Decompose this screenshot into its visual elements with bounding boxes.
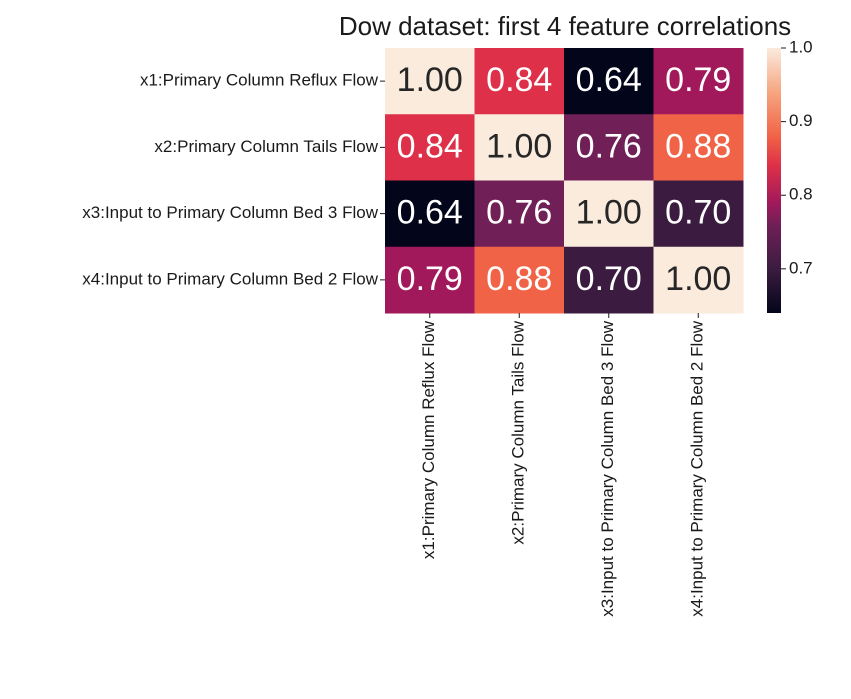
colorbar-tick-label: 1.0 [789, 37, 813, 56]
cell-label: 0.76 [576, 127, 642, 165]
x-tick-label: x4:Input to Primary Column Bed 2 Flow [688, 320, 707, 616]
colorbar-tick-label: 0.7 [789, 258, 813, 277]
cell-label: 0.84 [397, 127, 463, 165]
y-tick-label: x1:Primary Column Reflux Flow [140, 71, 379, 90]
x-tick-label: x2:Primary Column Tails Flow [509, 320, 528, 544]
heatmap-cell [474, 180, 565, 248]
cell-label: 0.88 [665, 127, 731, 165]
cell-label: 0.79 [665, 61, 731, 99]
heatmap-cell [385, 180, 475, 248]
cell-label: 0.79 [397, 260, 463, 298]
cell-label: 1.00 [665, 260, 731, 298]
heatmap-cell [564, 114, 654, 181]
heatmap-cell [653, 114, 744, 181]
cell-label: 0.64 [397, 194, 463, 232]
heatmap-cell [564, 180, 654, 248]
x-tick-label: x3:Input to Primary Column Bed 3 Flow [598, 320, 617, 616]
heatmap-cell [653, 48, 744, 115]
cell-label: 0.76 [486, 194, 552, 232]
colorbar [767, 48, 781, 313]
cell-label: 0.64 [576, 61, 642, 99]
heatmap-cell [474, 48, 565, 115]
chart-title: Dow dataset: first 4 feature correlation… [339, 11, 791, 41]
cell-label: 1.00 [576, 194, 642, 232]
cell-label: 1.00 [397, 61, 463, 99]
cell-label: 0.88 [486, 260, 552, 298]
heatmap-cell [564, 246, 654, 314]
heatmap-cell [385, 114, 475, 181]
heatmap-cell [385, 48, 475, 115]
heatmap-cell [564, 48, 654, 115]
heatmap-cell [474, 246, 565, 314]
heatmap-cell [474, 114, 565, 181]
cell-label: 0.84 [486, 61, 552, 99]
y-tick-label: x4:Input to Primary Column Bed 2 Flow [82, 269, 378, 288]
heatmap-cell [385, 246, 475, 314]
cell-label: 1.00 [486, 127, 552, 165]
cell-label: 0.70 [665, 194, 731, 232]
y-tick-label: x2:Primary Column Tails Flow [154, 137, 378, 156]
y-tick-label: x3:Input to Primary Column Bed 3 Flow [82, 203, 378, 222]
colorbar-tick-label: 0.9 [789, 111, 813, 130]
heatmap-cell [653, 246, 744, 314]
x-tick-label: x1:Primary Column Reflux Flow [419, 320, 438, 559]
cell-label: 0.70 [576, 260, 642, 298]
heatmap-cell [653, 180, 744, 248]
colorbar-tick-label: 0.8 [789, 185, 813, 204]
